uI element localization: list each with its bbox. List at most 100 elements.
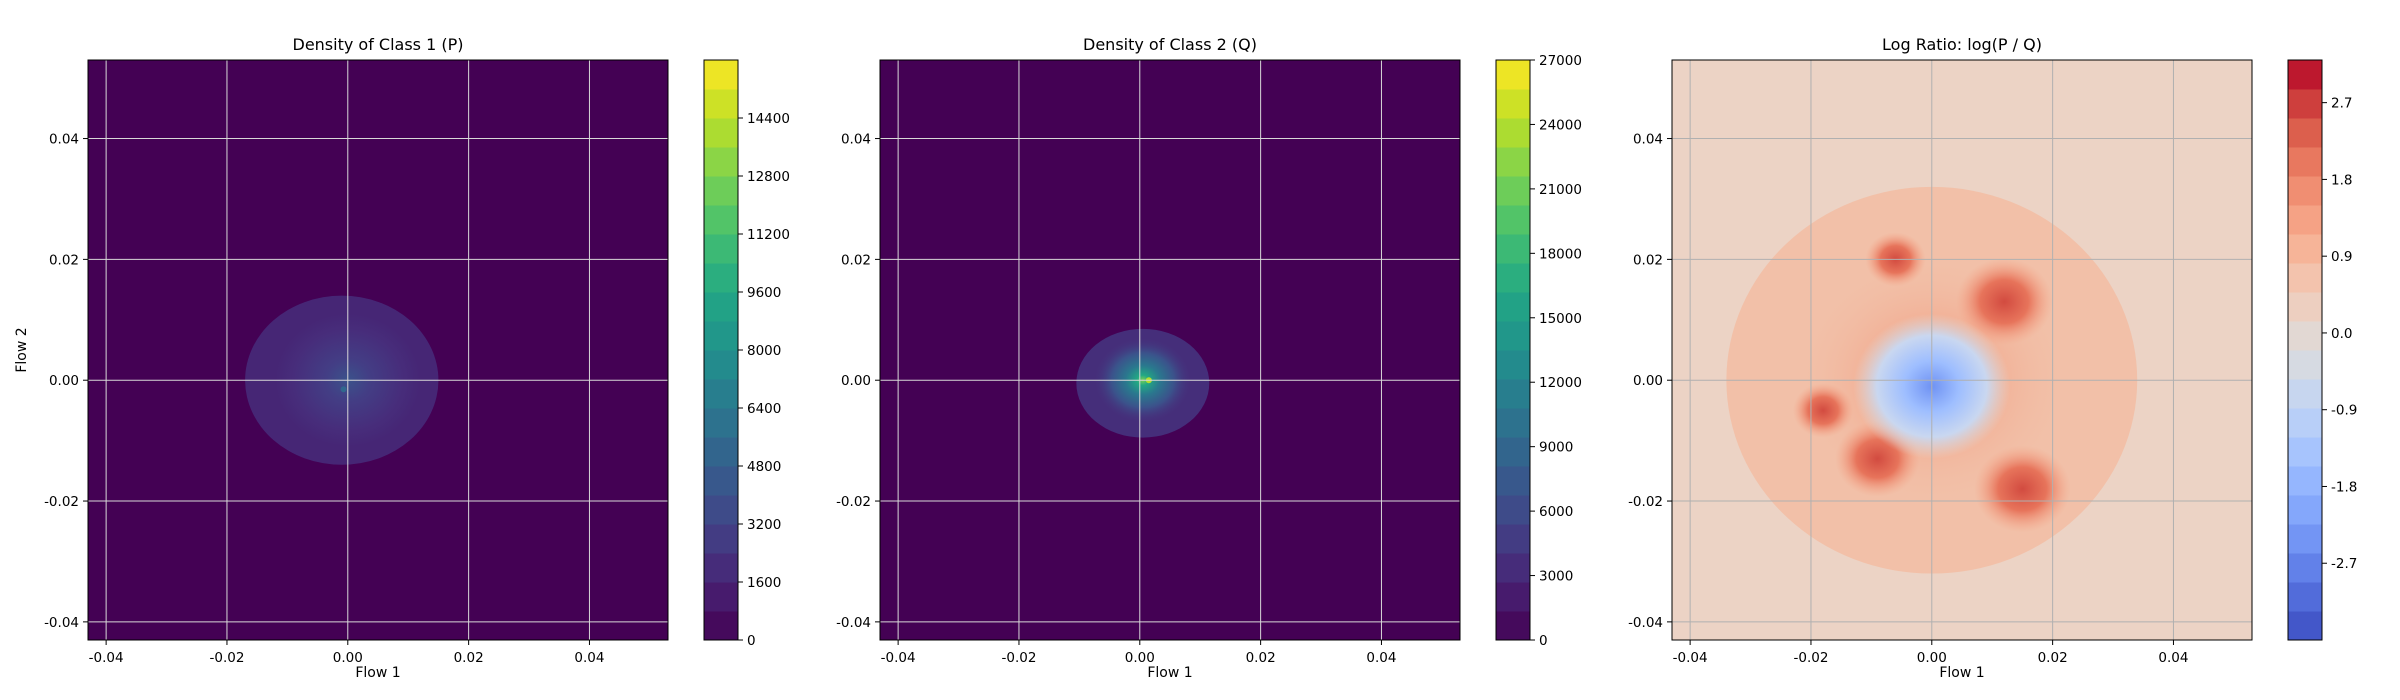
colorbar-band xyxy=(704,408,738,438)
colorbar-tick-label: 14400 xyxy=(747,111,790,127)
x-tick-label: 0.02 xyxy=(1246,650,1276,666)
colorbar: -2.7 -1.8 -0.9 0.0 0.9 1.8 2.7 xyxy=(2287,59,2357,641)
colorbar-band xyxy=(704,553,738,583)
colorbar-tick-label: 3200 xyxy=(747,517,781,533)
colorbar-band xyxy=(1496,321,1530,351)
y-axis-ticks: -0.04 -0.02 0.00 0.02 0.04 xyxy=(836,132,880,631)
x-tick-label: -0.02 xyxy=(209,650,244,666)
colorbar-tick-label: 9000 xyxy=(1539,440,1573,456)
colorbar-band xyxy=(2288,495,2322,525)
colorbar: 0 1600 3200 4800 6400 8000 9600 11200 12800 14400 xyxy=(703,59,790,649)
colorbar-tick-label: -0.9 xyxy=(2331,403,2357,419)
colorbar-tick-label: 9600 xyxy=(747,285,781,301)
colorbar-band xyxy=(704,466,738,496)
x-tick-label: -0.02 xyxy=(1001,650,1036,666)
y-tick-label: -0.04 xyxy=(1628,615,1663,631)
colorbar-tick-label: 6400 xyxy=(747,401,781,417)
colorbar-band xyxy=(704,524,738,554)
colorbar-tick-label: 1600 xyxy=(747,575,781,591)
x-axis-ticks: -0.04 -0.02 0.00 0.02 0.04 xyxy=(89,640,604,666)
colorbar-band xyxy=(1496,553,1530,583)
x-tick-label: 0.02 xyxy=(2038,650,2068,666)
colorbar-band xyxy=(1496,582,1530,612)
colorbar-band xyxy=(2288,205,2322,235)
panel-log-ratio: Log Ratio: log(P / Q) -0.04 -0.02 0.00 0.02… xyxy=(1628,35,2357,681)
x-axis-label: Flow 1 xyxy=(355,665,400,681)
x-tick-label: 0.04 xyxy=(1366,650,1396,666)
chart-title: Log Ratio: log(P / Q) xyxy=(1882,35,2042,54)
colorbar-band xyxy=(704,205,738,235)
colorbar-band xyxy=(2288,379,2322,409)
colorbar-band xyxy=(1496,292,1530,322)
x-axis-ticks: -0.04 -0.02 0.00 0.02 0.04 xyxy=(1673,640,2188,666)
y-tick-label: 0.00 xyxy=(49,373,79,389)
colorbar-band xyxy=(2288,321,2322,351)
colorbar-band xyxy=(704,118,738,148)
colorbar-band xyxy=(2288,408,2322,438)
colorbar-band xyxy=(1496,495,1530,525)
colorbar-band xyxy=(2288,437,2322,467)
y-tick-label: -0.02 xyxy=(1628,494,1663,510)
colorbar-tick-label: 11200 xyxy=(747,227,790,243)
x-tick-label: -0.02 xyxy=(1793,650,1828,666)
y-tick-label: 0.02 xyxy=(1633,252,1663,268)
chart-title: Density of Class 2 (Q) xyxy=(1083,35,1257,54)
colorbar-band xyxy=(704,611,738,641)
colorbar-band xyxy=(704,379,738,409)
x-axis-ticks: -0.04 -0.02 0.00 0.02 0.04 xyxy=(881,640,1396,666)
colorbar-tick-label: 6000 xyxy=(1539,504,1573,520)
colorbar-tick-label: 8000 xyxy=(747,343,781,359)
x-tick-label: 0.02 xyxy=(454,650,484,666)
plot-frame xyxy=(1671,59,2253,641)
x-tick-label: 0.00 xyxy=(1125,650,1155,666)
colorbar-band xyxy=(704,321,738,351)
colorbar-band xyxy=(1496,263,1530,293)
colorbar-tick-label: 0.0 xyxy=(2331,326,2352,342)
y-tick-label: 0.00 xyxy=(1633,373,1663,389)
y-tick-label: -0.02 xyxy=(836,494,871,510)
colorbar-band xyxy=(1496,234,1530,264)
colorbar-band xyxy=(1496,437,1530,467)
ratio-region-hot xyxy=(1974,445,2071,533)
colorbar-band xyxy=(2288,176,2322,206)
colorbar-band xyxy=(1496,89,1530,119)
colorbar-tick-label: 4800 xyxy=(747,459,781,475)
x-tick-label: 0.00 xyxy=(1917,650,1947,666)
colorbar-tick-label: 2.7 xyxy=(2331,96,2352,112)
colorbar-band xyxy=(704,234,738,264)
chart-title: Density of Class 1 (P) xyxy=(293,35,464,54)
colorbar-tick-label: 12800 xyxy=(747,169,790,185)
colorbar-band xyxy=(1496,611,1530,641)
x-tick-label: 0.04 xyxy=(574,650,604,666)
y-axis-ticks: -0.04 -0.02 0.00 0.02 0.04 xyxy=(1628,132,1672,631)
panel-density-p: Density of Class 1 (P) -0.04 -0.02 0.00 0.0… xyxy=(14,35,790,681)
y-tick-label: 0.02 xyxy=(49,252,79,268)
y-tick-label: -0.04 xyxy=(44,615,79,631)
ratio-region-hot xyxy=(1955,258,2053,346)
colorbar-band xyxy=(704,60,738,90)
colorbar-band xyxy=(2288,263,2322,293)
grid-lines xyxy=(88,60,668,640)
x-tick-label: 0.00 xyxy=(333,650,363,666)
colorbar-band xyxy=(2288,582,2322,612)
colorbar-band xyxy=(704,263,738,293)
colorbar-tick-label: 24000 xyxy=(1539,117,1582,133)
colorbar-tick-label: 0 xyxy=(747,633,756,649)
colorbar-band xyxy=(2288,60,2322,90)
x-axis-label: Flow 1 xyxy=(1147,665,1192,681)
colorbar-band xyxy=(704,582,738,612)
grid-lines xyxy=(880,60,1460,640)
colorbar-band xyxy=(1496,466,1530,496)
colorbar-tick-label: -1.8 xyxy=(2331,479,2357,495)
colorbar-tick-label: 18000 xyxy=(1539,246,1582,262)
x-tick-label: -0.04 xyxy=(89,650,124,666)
colorbar-tick-label: 15000 xyxy=(1539,311,1582,327)
colorbar: 0 3000 6000 9000 12000 15000 18000 21000 24000 27… xyxy=(1495,53,1582,649)
colorbar-tick-label: 0.9 xyxy=(2331,249,2352,265)
colorbar-band xyxy=(2288,89,2322,119)
colorbar-band xyxy=(704,176,738,206)
y-tick-label: 0.04 xyxy=(49,132,79,148)
y-tick-label: -0.04 xyxy=(836,615,871,631)
colorbar-band xyxy=(1496,350,1530,380)
